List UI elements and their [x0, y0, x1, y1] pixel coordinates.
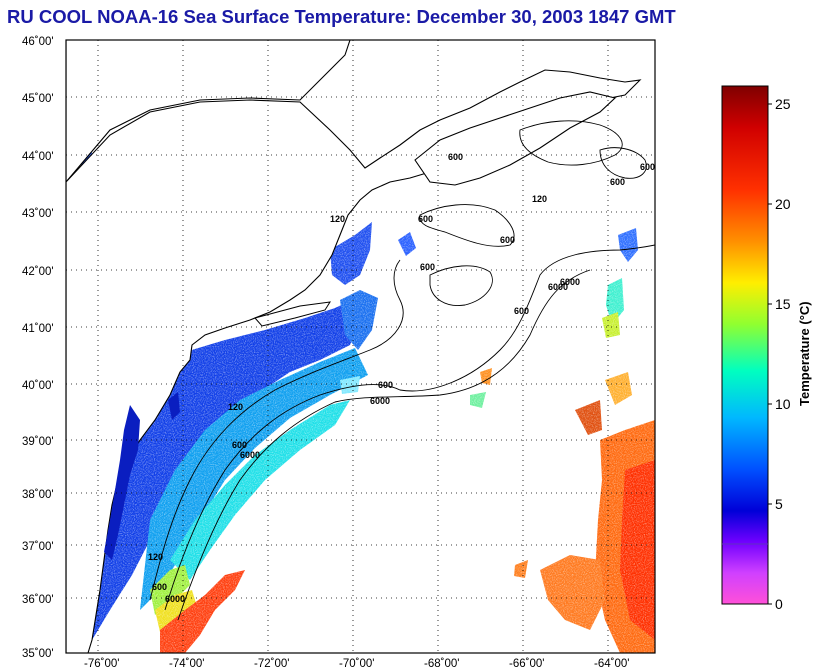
colorbar-scale — [721, 85, 769, 605]
lat-tick-label: 46˚00' — [22, 36, 54, 48]
lon-tick-label: -68˚00' — [424, 658, 459, 670]
contour-label: 6000 — [560, 277, 580, 287]
lon-tick-label: -70˚00' — [339, 658, 374, 670]
colorbar-tick-label: 0 — [775, 596, 783, 612]
map-title: RU COOL NOAA-16 Sea Surface Temperature:… — [7, 6, 676, 27]
contour-label: 120 — [330, 214, 345, 224]
colorbar-label: Temperature (°C) — [797, 301, 812, 406]
lat-tick-label: 39˚00' — [22, 436, 54, 448]
lat-tick-label: 45˚00' — [22, 93, 54, 105]
lat-tick-label: 44˚00' — [22, 151, 54, 163]
graticule — [66, 40, 655, 653]
sst-field — [66, 40, 655, 653]
colorbar-tick-label: 5 — [775, 496, 783, 512]
lat-tick-labels: 46˚00' 45˚00' 44˚00' 43˚00' 42˚00' 41˚00… — [22, 36, 54, 660]
contour-label: 600 — [514, 306, 529, 316]
contour-label: 600 — [232, 440, 247, 450]
contour-label: 600 — [610, 177, 625, 187]
contour-label: 6000 — [240, 450, 260, 460]
contour-label: 6000 — [548, 282, 568, 292]
contour-label: 600 — [418, 214, 433, 224]
contour-label: 600 — [448, 152, 463, 162]
land-mass — [66, 40, 351, 183]
lon-tick-labels: -76˚00' -74˚00' -72˚00' -70˚00' -68˚00' … — [84, 658, 629, 670]
contour-label: 120 — [228, 402, 243, 412]
contour-label: 600 — [640, 162, 655, 172]
lon-tick-label: -72˚00' — [254, 658, 289, 670]
contour-label: 120 — [148, 552, 163, 562]
colorbar-tick-label: 10 — [775, 396, 791, 412]
lon-tick-label: -66˚00' — [509, 658, 544, 670]
contour-label: 120 — [532, 194, 547, 204]
lat-tick-label: 35˚00' — [22, 648, 54, 660]
contour-label: 600 — [420, 262, 435, 272]
lat-tick-label: 36˚00' — [22, 594, 54, 606]
contour-label: 6000 — [370, 396, 390, 406]
colorbar: 25 20 15 10 5 0 Temperature (°C) — [721, 85, 812, 612]
contour-label: 600 — [152, 582, 167, 592]
contour-label: 600 — [500, 235, 515, 245]
lon-tick-label: -76˚00' — [84, 658, 119, 670]
colorbar-tick-label: 20 — [775, 196, 791, 212]
long-island — [254, 301, 331, 327]
chesapeake-bay — [104, 405, 140, 560]
lat-tick-label: 38˚00' — [22, 489, 54, 501]
lat-tick-label: 42˚00' — [22, 266, 54, 278]
lat-tick-label: 41˚00' — [22, 323, 54, 335]
lat-tick-label: 37˚00' — [22, 541, 54, 553]
delaware-bay — [168, 392, 180, 420]
land-nova-scotia — [414, 91, 617, 186]
colorbar-tick-label: 15 — [775, 296, 791, 312]
lat-tick-label: 40˚00' — [22, 380, 54, 392]
contour-label: 600 — [378, 380, 393, 390]
colorbar-tick-label: 25 — [775, 96, 791, 112]
lon-tick-label: -64˚00' — [594, 658, 629, 670]
bathymetry-contours — [149, 120, 655, 621]
lat-tick-label: 43˚00' — [22, 208, 54, 220]
lon-tick-label: -74˚00' — [169, 658, 204, 670]
contour-label: 6000 — [165, 594, 185, 604]
contour-labels: 120 600 6000 120 600 6000 600 600 600 60… — [148, 152, 655, 604]
